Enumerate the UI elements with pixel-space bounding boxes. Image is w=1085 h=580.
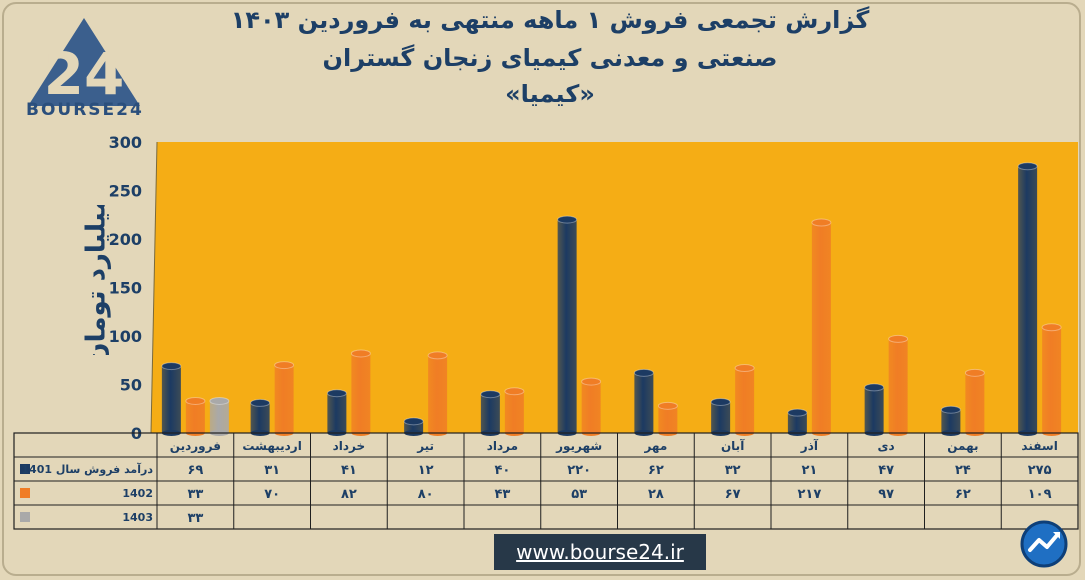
bar xyxy=(504,387,525,436)
bar xyxy=(657,401,678,436)
bar xyxy=(480,390,501,436)
bar xyxy=(787,408,808,436)
logo-text: BOURSE24 xyxy=(26,100,144,120)
x-tick-label: فروردین xyxy=(170,439,221,454)
data-label: ۲۸ xyxy=(648,487,664,502)
data-label: ۶۲ xyxy=(955,487,971,502)
legend-swatch xyxy=(20,512,30,522)
bar xyxy=(161,362,182,436)
bar xyxy=(811,218,832,436)
data-label: ۱۲ xyxy=(418,463,434,478)
data-label: ۷۰ xyxy=(264,487,280,502)
data-label: ۴۰ xyxy=(494,463,510,478)
data-label: ۳۱ xyxy=(264,463,280,478)
bar xyxy=(864,383,885,436)
y-tick-label: 250 xyxy=(109,182,142,201)
bar xyxy=(250,398,271,436)
data-label: ۶۹ xyxy=(187,463,203,478)
x-tick-label: بهمن xyxy=(947,439,978,453)
data-label: ۳۲ xyxy=(725,463,741,478)
trend-badge-icon xyxy=(1020,520,1068,568)
bar xyxy=(209,396,230,436)
x-tick-label: خرداد xyxy=(333,439,366,453)
chart-title-line3: «کیمیا» xyxy=(505,80,595,108)
bar xyxy=(557,215,578,436)
chart-title-line1: گزارش تجمعی فروش ۱ ماهه منتهی به فروردین… xyxy=(230,6,870,34)
legend-entry: 1402 xyxy=(122,487,153,500)
data-label: ۲۱۷ xyxy=(797,487,821,502)
data-label: ۸۰ xyxy=(418,487,434,502)
x-tick-label: دی xyxy=(878,439,895,453)
bar xyxy=(734,364,755,436)
y-axis-line xyxy=(150,141,158,434)
website-link[interactable]: www.bourse24.ir xyxy=(494,534,706,570)
data-label: ۳۳ xyxy=(187,487,203,502)
bar xyxy=(185,396,206,436)
data-label: ۵۳ xyxy=(571,487,587,502)
data-label: ۹۷ xyxy=(878,487,894,502)
x-tick-label: تیر xyxy=(416,439,434,453)
data-label: ۴۷ xyxy=(878,463,894,478)
data-label: ۴۱ xyxy=(341,463,357,478)
y-tick-label: 50 xyxy=(120,376,142,395)
data-label: ۲۴ xyxy=(955,463,971,478)
x-tick-label: مرداد xyxy=(487,439,518,453)
legend-entry: 1403 xyxy=(122,511,153,524)
bar xyxy=(1041,323,1062,436)
data-label: ۲۲۰ xyxy=(567,463,591,478)
bar xyxy=(964,368,985,436)
legend-entry: درآمد فروش سال 1401 xyxy=(21,462,153,476)
bar xyxy=(1017,162,1038,436)
x-tick-label: اردیبهشت xyxy=(242,439,301,453)
x-tick-label: مهر xyxy=(643,439,667,453)
x-tick-label: شهریور xyxy=(555,439,602,454)
x-tick-label: آذر xyxy=(800,438,819,453)
data-label: ۲۷۵ xyxy=(1028,463,1052,478)
data-label: ۱۰۹ xyxy=(1028,487,1052,502)
bar xyxy=(710,397,731,436)
bar xyxy=(581,377,602,436)
y-tick-label: 100 xyxy=(109,327,142,346)
bar xyxy=(350,349,371,436)
y-tick-label: 300 xyxy=(109,133,142,152)
bar xyxy=(427,351,448,436)
x-tick-label: اسفند xyxy=(1021,439,1057,453)
y-axis-label: میلیارد تومان xyxy=(82,205,112,355)
data-label: ۸۲ xyxy=(341,487,357,502)
bar xyxy=(326,389,347,436)
data-label: ۶۲ xyxy=(648,463,664,478)
legend-swatch xyxy=(20,464,30,474)
chart-title-line2: صنعتی و معدنی کیمیای زنجان گستران xyxy=(322,44,778,72)
bar xyxy=(888,334,909,436)
plot-background xyxy=(151,142,1078,433)
bourse24-logo-icon: 24 xyxy=(28,18,140,108)
legend-swatch xyxy=(20,488,30,498)
data-label: ۴۳ xyxy=(494,487,510,502)
bar xyxy=(274,361,295,436)
bar xyxy=(940,405,961,436)
y-axis-label-box: میلیارد تومان xyxy=(82,205,112,355)
y-tick-label: 150 xyxy=(109,279,142,298)
y-tick-label: 200 xyxy=(109,230,142,249)
bar xyxy=(633,368,654,436)
svg-text:24: 24 xyxy=(44,40,125,108)
data-label: ۶۷ xyxy=(725,487,741,502)
x-tick-label: آبان xyxy=(721,438,745,453)
data-label: ۲۱ xyxy=(801,463,817,478)
data-label: ۳۳ xyxy=(187,511,203,526)
